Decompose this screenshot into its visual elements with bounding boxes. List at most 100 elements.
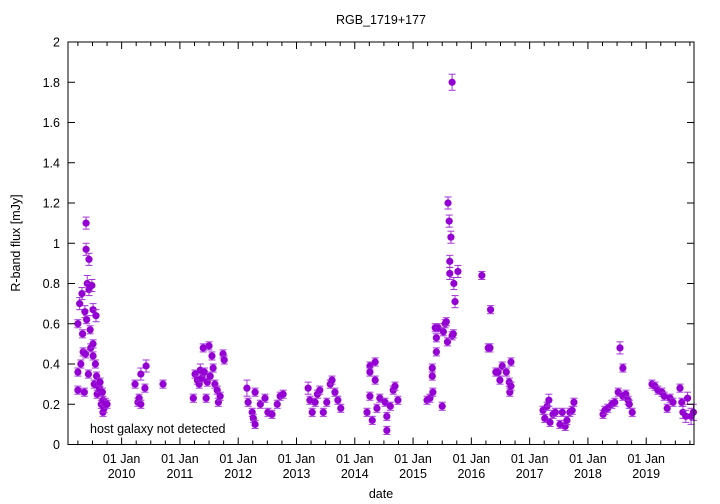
y-tick-label: 0.8 [43, 277, 60, 291]
data-point [74, 385, 82, 395]
data-point [446, 266, 454, 280]
point-marker [383, 426, 391, 435]
point-marker [142, 362, 150, 370]
point-marker [486, 344, 494, 352]
data-point [319, 407, 327, 417]
point-marker [541, 414, 549, 422]
point-marker [89, 352, 97, 360]
point-marker [563, 416, 571, 424]
data-point [304, 381, 312, 395]
point-marker [368, 416, 376, 424]
data-point [137, 399, 145, 409]
point-marker [256, 400, 264, 408]
data-point [507, 381, 515, 391]
point-marker [331, 388, 339, 396]
data-point [371, 357, 379, 367]
data-point [386, 401, 394, 411]
point-marker [316, 386, 324, 394]
data-point [616, 341, 624, 355]
data-point [83, 315, 91, 325]
data-point [82, 216, 90, 230]
point-marker [84, 370, 93, 378]
data-point [545, 393, 553, 407]
data-point [628, 407, 636, 417]
data-point [611, 397, 619, 407]
x-tick-label-year: 2019 [632, 467, 660, 481]
data-point [244, 397, 252, 407]
data-point [391, 381, 399, 391]
point-marker [394, 396, 402, 404]
data-point [208, 351, 216, 361]
point-marker [74, 386, 82, 394]
data-point [89, 351, 97, 361]
data-point [368, 415, 376, 425]
data-point [200, 367, 208, 377]
data-point [74, 319, 82, 329]
point-marker [82, 245, 90, 253]
y-axis-label: R-band flux [mJy] [9, 194, 23, 291]
point-marker [78, 330, 87, 338]
point-marker [391, 382, 399, 390]
point-marker [669, 398, 677, 406]
data-point [371, 375, 379, 385]
x-tick-label-date: 01 Jan [627, 452, 665, 466]
data-point [220, 355, 228, 365]
x-tick-label-year: 2013 [283, 467, 311, 481]
point-marker [92, 312, 100, 320]
point-marker [446, 269, 454, 278]
point-marker [202, 394, 210, 402]
point-marker [328, 376, 336, 384]
point-marker [616, 344, 624, 352]
point-marker [86, 326, 94, 334]
point-marker [159, 380, 167, 388]
data-point [256, 399, 264, 409]
point-marker [273, 400, 281, 408]
x-tick-label-year: 2012 [224, 467, 252, 481]
point-marker [444, 199, 452, 207]
point-marker [209, 364, 217, 372]
point-marker [81, 308, 89, 316]
data-point [660, 391, 668, 401]
y-tick-label: 0.6 [43, 317, 60, 331]
point-marker [251, 388, 259, 396]
data-point [308, 407, 316, 417]
point-marker [507, 382, 515, 390]
data-point [570, 397, 578, 407]
data-point [366, 367, 374, 377]
point-marker [220, 356, 228, 364]
data-point [383, 411, 391, 421]
data-point [507, 357, 515, 367]
point-marker [445, 217, 453, 225]
data-point [619, 363, 627, 373]
point-marker [689, 408, 698, 416]
data-point [103, 399, 111, 409]
point-marker [83, 316, 91, 324]
data-point [446, 254, 454, 268]
data-point [682, 409, 690, 423]
point-marker [366, 392, 374, 400]
plot-frame [67, 41, 695, 445]
point-marker [88, 281, 96, 290]
data-point [373, 403, 381, 413]
point-marker [279, 390, 287, 398]
point-marker [199, 344, 207, 352]
data-point [141, 383, 149, 393]
x-tick-label-year: 2011 [166, 467, 193, 481]
x-tick-label-date: 01 Jan [278, 452, 316, 466]
data-point [366, 391, 374, 401]
y-tick-label: 1.6 [43, 116, 60, 130]
data-point [199, 343, 207, 353]
point-marker [454, 267, 462, 276]
point-marker [189, 394, 197, 402]
point-marker [611, 398, 619, 406]
data-point [74, 367, 82, 377]
x-tick-label-date: 01 Jan [161, 452, 199, 466]
x-tick-label-date: 01 Jan [103, 452, 141, 466]
point-marker [570, 398, 578, 406]
point-marker [80, 388, 88, 396]
data-point [428, 363, 436, 373]
point-marker [438, 402, 446, 410]
data-point [486, 343, 494, 353]
data-point [454, 264, 462, 278]
